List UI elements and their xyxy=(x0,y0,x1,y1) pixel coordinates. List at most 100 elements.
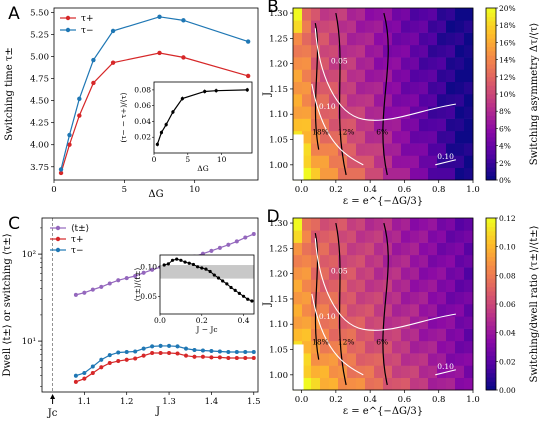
heatmap-cell xyxy=(446,20,456,33)
series-tau-plus-point xyxy=(200,354,205,359)
heatmap-cell xyxy=(374,8,384,21)
heatmap-cell xyxy=(365,316,375,329)
heatmap-cell xyxy=(446,81,456,95)
heatmap-cell xyxy=(383,291,393,305)
colorbar-segment xyxy=(486,355,496,361)
heatmap-cell xyxy=(401,328,411,342)
heatmap-cell xyxy=(293,328,303,342)
heatmap-cell xyxy=(446,118,456,132)
heatmap-cell xyxy=(428,218,438,231)
heatmap-cell xyxy=(410,44,420,58)
heatmap-cell xyxy=(410,130,420,144)
heatmap-cell xyxy=(365,291,375,305)
heatmap-cell xyxy=(446,155,456,169)
colorbar-segment xyxy=(486,230,496,236)
y-tick-label: 4.25 xyxy=(30,119,49,129)
inset-series-point xyxy=(208,269,212,274)
heatmap-cell xyxy=(401,81,411,95)
x-tick-label: 0.0 xyxy=(295,185,309,195)
heatmap-cell xyxy=(428,377,438,391)
heatmap-cell xyxy=(320,353,330,366)
x-tick-label: 1.0 xyxy=(466,185,480,195)
colorbar-segment xyxy=(486,235,496,240)
heatmap-cell xyxy=(455,316,465,329)
heatmap-cell xyxy=(302,118,312,132)
heatmap-cell xyxy=(338,218,348,231)
series-tau-plus-point xyxy=(91,80,96,86)
series-dwell-point xyxy=(99,284,104,289)
heatmap-cell xyxy=(365,143,375,156)
heatmap-cell xyxy=(374,279,384,293)
heatmap-cell xyxy=(293,81,303,95)
heatmap-cell xyxy=(329,130,339,144)
heatmap-cell xyxy=(428,32,438,46)
heatmap-cell xyxy=(410,32,420,46)
heatmap-cell xyxy=(311,218,321,231)
heatmap-cell xyxy=(293,32,303,46)
colorbar-segment xyxy=(486,137,496,142)
heatmap-cell xyxy=(410,81,420,95)
heatmap-cell xyxy=(329,94,339,107)
heatmap-cell xyxy=(455,118,465,132)
heatmap-cell xyxy=(401,106,411,119)
heatmap-cell xyxy=(455,94,465,107)
colorbar-segment xyxy=(486,299,496,305)
colorbar-segment xyxy=(486,46,496,52)
heatmap-cell xyxy=(293,8,303,21)
heatmap-cell xyxy=(347,291,357,305)
series-tau-minus-point xyxy=(181,18,186,23)
colorbar-segment xyxy=(486,55,496,60)
heatmap-cell xyxy=(356,20,366,33)
y-tick-label: 1.25 xyxy=(269,244,288,254)
heatmap-cell xyxy=(410,167,420,181)
heatmap-cell xyxy=(455,242,465,256)
heatmap-cell xyxy=(428,230,438,243)
heatmap-cell xyxy=(392,218,402,231)
heatmap-cell xyxy=(320,118,330,132)
heatmap-cell xyxy=(320,167,330,181)
legend-marker xyxy=(65,15,71,21)
heatmap-cell xyxy=(338,167,348,181)
contour-white xyxy=(311,83,364,166)
heatmap-cell xyxy=(374,130,384,144)
heatmap-cell xyxy=(437,69,447,83)
heatmap-cell xyxy=(464,340,474,354)
heatmap-cell xyxy=(356,242,366,256)
colorbar-segment xyxy=(486,364,496,369)
heatmap-cell xyxy=(302,218,312,231)
heatmap-cell xyxy=(392,106,402,119)
inset-x-tick-label: 0 xyxy=(152,155,157,164)
series-tau-minus-point xyxy=(116,350,121,355)
heatmap-cell xyxy=(419,377,429,391)
colorbar-segment xyxy=(486,115,496,121)
y-tick-label: 3.75 xyxy=(30,163,49,173)
heatmap-cell xyxy=(437,44,447,58)
heatmap-cell xyxy=(320,254,330,268)
series-tau-plus-point xyxy=(157,50,162,56)
heatmap-cell xyxy=(356,106,366,119)
colorbar-segment xyxy=(486,42,496,48)
colorbar-segment xyxy=(486,12,496,17)
series-dwell-point xyxy=(243,235,248,240)
heatmap-cell xyxy=(401,316,411,329)
heatmap-cell xyxy=(419,365,429,379)
series-tau-minus-point xyxy=(141,346,146,351)
heatmap-cell xyxy=(320,291,330,305)
series-tau-plus-point xyxy=(192,354,197,359)
heatmap-cell xyxy=(302,69,312,83)
heatmap-cell xyxy=(419,143,429,156)
x-tick-label: 0.2 xyxy=(329,395,343,405)
inset-y-tick-label: 0.08 xyxy=(134,85,151,94)
heatmap-cell xyxy=(437,267,447,280)
heatmap-cell xyxy=(401,143,411,156)
heatmap-cell xyxy=(356,377,366,391)
heatmap-cell xyxy=(365,32,375,46)
heatmap-cell xyxy=(338,365,348,379)
heatmap-cell xyxy=(419,57,429,70)
series-tau-plus-point xyxy=(251,355,256,360)
heatmap-cell xyxy=(347,254,357,268)
heatmap-cell xyxy=(419,32,429,46)
colorbar-tick-label: 0.10 xyxy=(499,243,516,252)
heatmap-cell xyxy=(455,377,465,391)
heatmap-cell xyxy=(419,81,429,95)
